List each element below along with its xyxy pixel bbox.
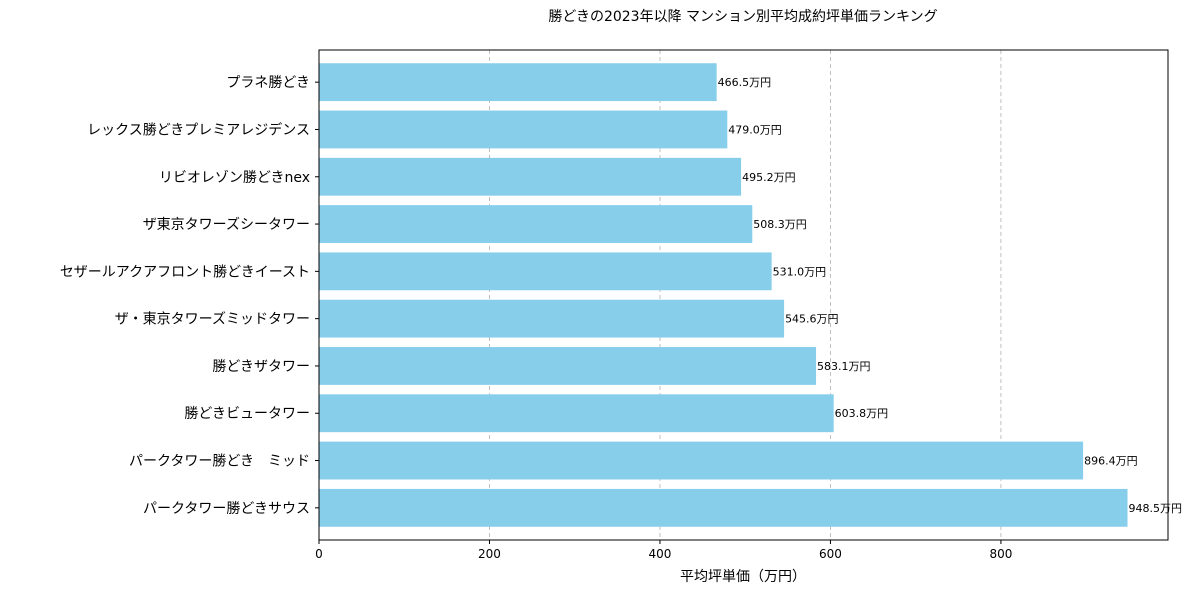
y-tick-label: セザールアクアフロント勝どきイースト	[60, 264, 310, 280]
data-label: 466.5万円	[718, 76, 772, 89]
data-label: 948.5万円	[1129, 502, 1183, 515]
bar	[319, 347, 817, 385]
y-tick-label: 勝どきビュータワー	[184, 406, 310, 422]
y-tick-label: ザ・東京タワーズミッドタワー	[115, 312, 310, 328]
bar	[319, 394, 834, 433]
y-tick-label: パークタワー勝どきサウス	[143, 501, 310, 517]
data-label: 603.8万円	[835, 407, 889, 420]
bar	[319, 110, 728, 149]
bar	[319, 488, 1128, 527]
bar	[319, 441, 1084, 480]
bar	[319, 63, 717, 102]
data-label: 508.3万円	[753, 218, 807, 231]
data-label: 495.2万円	[742, 171, 796, 184]
chart-title: 勝どきの2023年以降 マンション別平均成約坪単価ランキング	[548, 9, 937, 25]
y-tick-label: パークタワー勝どき ミッド	[129, 454, 310, 470]
data-label: 583.1万円	[817, 360, 871, 373]
data-label: 531.0万円	[773, 265, 827, 278]
plot-frame	[318, 49, 1169, 541]
y-tick-label: リビオレゾン勝どきnex	[159, 170, 310, 186]
x-axis-label: 平均坪単価（万円）	[680, 569, 806, 585]
y-tick-label: プラネ勝どき	[226, 75, 310, 91]
x-tick-label: 0	[315, 547, 323, 561]
data-label: 479.0万円	[728, 123, 782, 136]
bar	[319, 252, 772, 291]
x-tick-label: 200	[478, 547, 501, 561]
x-tick-label: 400	[649, 547, 672, 561]
x-tick-label: 800	[989, 547, 1012, 561]
bar	[319, 299, 785, 338]
y-tick-label: ザ東京タワーズシータワー	[143, 217, 310, 233]
bar	[319, 157, 742, 196]
data-label: 896.4万円	[1084, 455, 1138, 468]
x-tick-label: 600	[819, 547, 842, 561]
bar	[319, 205, 753, 243]
data-label: 545.6万円	[785, 313, 839, 326]
y-tick-label: レックス勝どきプレミアレジデンス	[87, 121, 310, 138]
y-tick-label: 勝どきザタワー	[212, 359, 310, 375]
